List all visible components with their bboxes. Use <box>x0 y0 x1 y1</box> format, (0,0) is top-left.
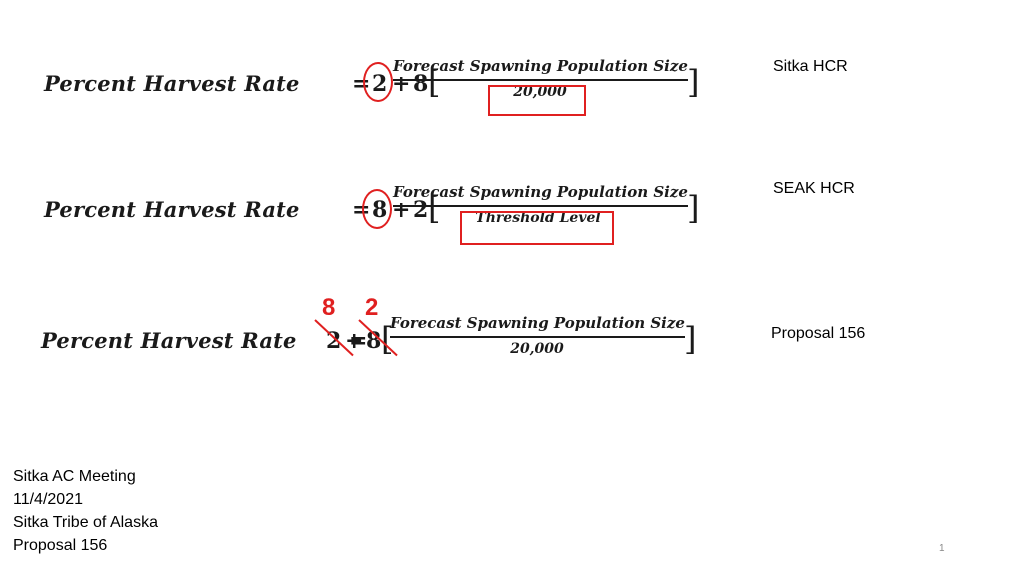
highlight-circle-multiplier <box>363 62 393 102</box>
plus-sign: + <box>392 197 411 223</box>
highlight-box-denominator <box>488 85 586 116</box>
fraction-bar <box>393 205 688 207</box>
highlight-circle-multiplier <box>362 189 392 229</box>
close-bracket: ] <box>684 320 697 358</box>
fraction-denominator: 20,000 <box>513 84 567 100</box>
label-seak-hcr: SEAK HCR <box>773 180 855 197</box>
open-bracket: [ <box>428 63 441 101</box>
close-bracket: ] <box>687 189 700 227</box>
page-number: 1 <box>939 543 945 554</box>
equals-sign: = <box>349 328 368 354</box>
open-bracket: [ <box>428 189 441 227</box>
fraction-bar <box>393 79 688 81</box>
footer-organization: Sitka Tribe of Alaska <box>13 514 158 531</box>
multiplier-term: 8 <box>413 71 429 97</box>
footer-date: 11/4/2021 <box>13 491 83 508</box>
fraction-numerator: Forecast Spawning Population Size <box>393 183 688 201</box>
fraction-numerator: Forecast Spawning Population Size <box>390 314 685 332</box>
formula-lhs: Percent Harvest Rate <box>41 328 297 353</box>
label-sitka-hcr: Sitka HCR <box>773 58 848 75</box>
fraction-bar <box>390 336 685 338</box>
label-proposal-156: Proposal 156 <box>771 325 866 342</box>
multiplier-term: 2 <box>413 197 429 223</box>
plus-sign: + <box>345 328 364 354</box>
footer-proposal: Proposal 156 <box>13 537 108 554</box>
fraction-denominator: Threshold Level <box>475 210 601 226</box>
formula-lhs: Percent Harvest Rate <box>44 71 300 96</box>
formula-proposal-156: Percent Harvest Rate = 2 + 8 [ Forecast … <box>41 314 701 378</box>
plus-sign: + <box>392 71 411 97</box>
close-bracket: ] <box>687 63 700 101</box>
highlight-box-denominator <box>460 211 614 245</box>
fraction-denominator: 20,000 <box>510 341 564 357</box>
replacement-multiplier-term: 2 <box>365 294 379 321</box>
footer-meeting: Sitka AC Meeting <box>13 468 136 485</box>
formula-lhs: Percent Harvest Rate <box>44 197 300 222</box>
fraction-numerator: Forecast Spawning Population Size <box>393 57 688 75</box>
multiplier-term: 8 <box>366 328 382 354</box>
footer-info: Sitka AC Meeting 11/4/2021 Sitka Tribe o… <box>13 465 158 557</box>
replacement-base-term: 8 <box>322 294 336 321</box>
